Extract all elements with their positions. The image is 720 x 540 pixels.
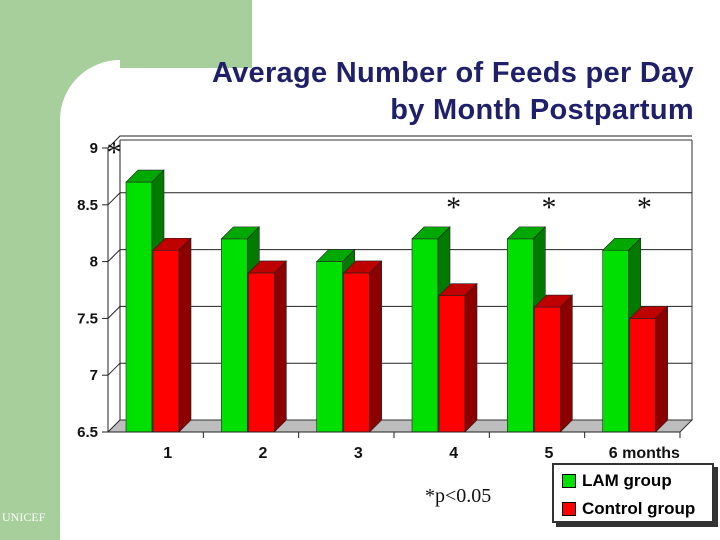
bar-front — [125, 181, 153, 433]
x-tick-label: 3 — [354, 445, 363, 462]
chart-title-block: Average Number of Feeds per Day by Month… — [100, 55, 694, 129]
legend-item-control: Control group — [562, 499, 695, 519]
gridline — [107, 135, 692, 149]
y-tick-label: 7 — [90, 367, 98, 384]
bar-front — [316, 261, 343, 433]
y-tick-label: 8 — [90, 254, 98, 271]
axis-asterisk: * — [107, 136, 122, 169]
bar-front — [343, 272, 370, 433]
legend-item-lam: LAM group — [562, 471, 672, 491]
bar-front — [629, 318, 656, 433]
footnote: *p<0.05 — [425, 485, 491, 508]
legend-swatch-control — [562, 502, 576, 516]
footnote-asterisk: * — [425, 485, 435, 507]
bar-front — [507, 238, 534, 433]
bar-side — [560, 294, 573, 433]
bar-side — [655, 305, 668, 433]
bar-front — [411, 238, 439, 433]
significance-asterisk: * — [637, 191, 652, 224]
unicef-label: UNICEF — [2, 510, 46, 524]
bar-side — [274, 260, 287, 433]
bar-side — [178, 237, 192, 433]
bar-front — [602, 249, 629, 433]
bar-front — [221, 238, 248, 433]
x-tick-label: 5 — [545, 445, 554, 462]
y-tick-label: 8.5 — [77, 197, 98, 214]
x-tick-label: 1 — [163, 445, 172, 462]
x-tick-label: 4 — [449, 445, 458, 462]
footnote-text: p<0.05 — [435, 485, 492, 507]
bar-side — [369, 260, 382, 433]
y-tick-label: 6.5 — [77, 424, 98, 441]
chart-title: Average Number of Feeds per Day — [211, 57, 694, 89]
legend-label-lam: LAM group — [582, 471, 672, 490]
y-tick-label: 9 — [90, 140, 98, 157]
bar-side — [464, 282, 478, 433]
legend-label-control: Control group — [582, 499, 696, 518]
chart-subtitle: by Month Postpartum — [390, 94, 694, 126]
bar-front — [438, 295, 466, 433]
x-tick-label: 2 — [259, 445, 268, 462]
bar-front — [152, 249, 180, 433]
bar-front — [248, 272, 275, 433]
significance-asterisk: * — [542, 191, 557, 224]
y-tick-label: 7.5 — [77, 310, 98, 327]
legend: LAM group Control group — [552, 463, 714, 523]
background-band-left — [0, 0, 60, 540]
x-tick-label: 6 months — [609, 445, 680, 462]
significance-asterisk: * — [446, 191, 461, 224]
bar-front — [534, 306, 561, 433]
legend-swatch-lam — [562, 474, 576, 488]
